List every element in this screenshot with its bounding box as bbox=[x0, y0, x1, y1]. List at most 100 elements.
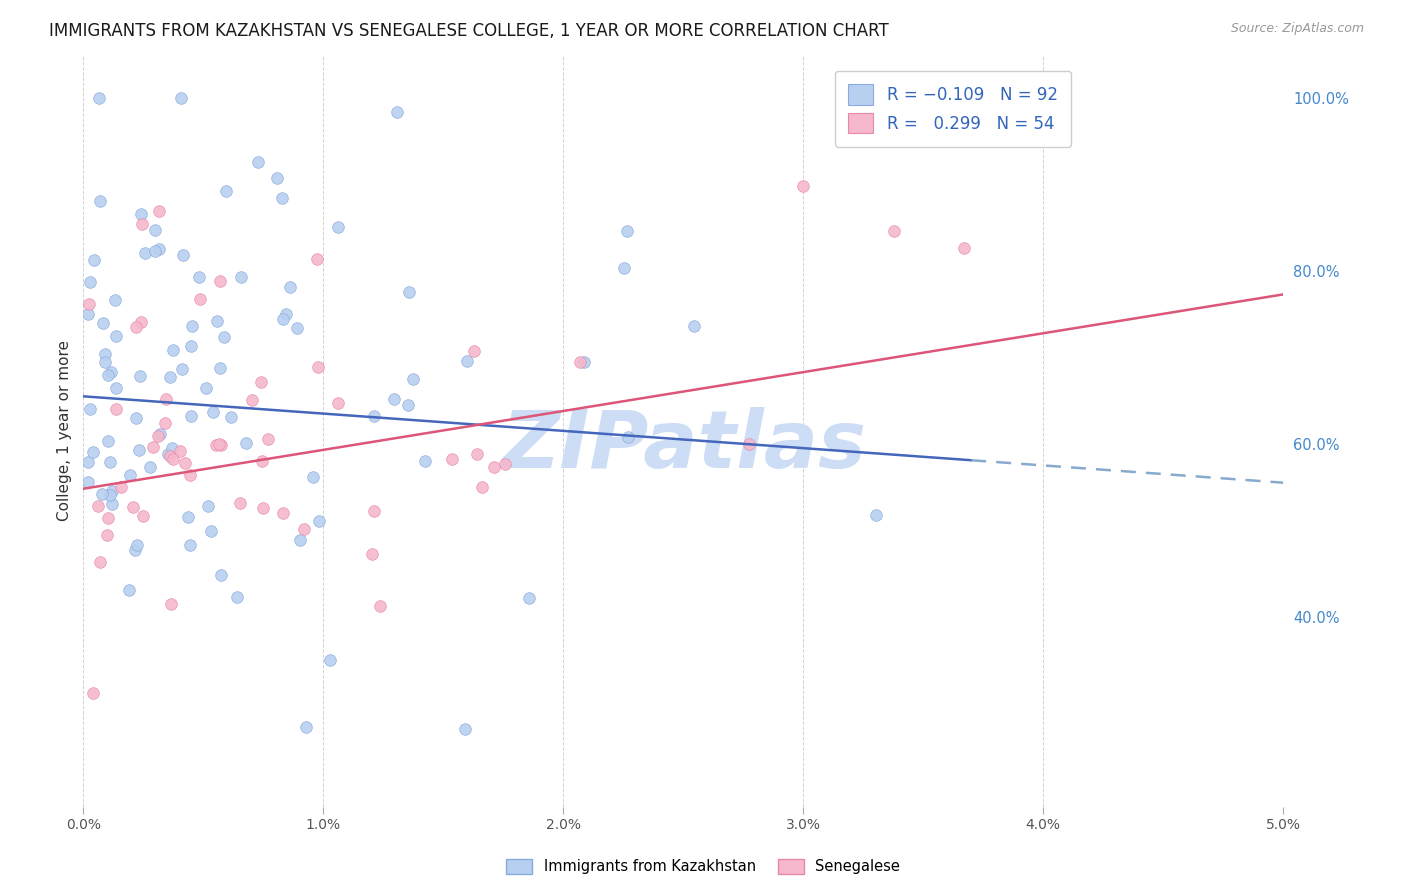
Point bbox=[181, 318, 204, 333]
Point bbox=[155, 392, 177, 406]
Point bbox=[517, 591, 540, 606]
Point bbox=[94, 347, 117, 361]
Point bbox=[572, 355, 595, 369]
Point bbox=[162, 343, 184, 358]
Point bbox=[97, 511, 120, 525]
Point bbox=[187, 269, 209, 284]
Point bbox=[326, 220, 349, 235]
Point bbox=[274, 308, 297, 322]
Point bbox=[235, 435, 257, 450]
Point bbox=[96, 528, 118, 542]
Point bbox=[179, 468, 201, 483]
Point bbox=[208, 436, 231, 450]
Point bbox=[82, 686, 104, 700]
Point bbox=[246, 155, 269, 169]
Point bbox=[194, 381, 217, 395]
Point bbox=[118, 582, 141, 597]
Point bbox=[385, 104, 408, 119]
Point bbox=[77, 307, 100, 321]
Point bbox=[129, 369, 152, 384]
Point bbox=[97, 434, 120, 448]
Point bbox=[174, 456, 197, 470]
Point bbox=[201, 405, 224, 419]
Point bbox=[157, 446, 180, 460]
Point bbox=[207, 314, 229, 328]
Point bbox=[456, 354, 478, 368]
Point bbox=[209, 438, 232, 452]
Point bbox=[209, 568, 232, 582]
Point bbox=[271, 191, 294, 205]
Point bbox=[482, 459, 505, 474]
Point bbox=[363, 409, 385, 423]
Point bbox=[219, 410, 242, 425]
Point bbox=[160, 597, 183, 611]
Point bbox=[82, 444, 104, 458]
Point bbox=[413, 454, 436, 468]
Point bbox=[97, 368, 120, 382]
Point bbox=[180, 409, 202, 423]
Point bbox=[363, 504, 385, 518]
Point bbox=[124, 543, 146, 558]
Point bbox=[229, 496, 252, 510]
Point bbox=[271, 312, 294, 326]
Point bbox=[122, 500, 145, 514]
Point bbox=[146, 429, 169, 443]
Point bbox=[104, 293, 127, 307]
Point bbox=[159, 450, 181, 464]
Point bbox=[89, 555, 111, 569]
Point bbox=[384, 392, 406, 407]
Point bbox=[368, 599, 391, 614]
Point bbox=[172, 248, 194, 262]
Point bbox=[953, 241, 976, 255]
Point bbox=[402, 372, 425, 386]
Point bbox=[139, 459, 162, 474]
Point bbox=[105, 401, 128, 416]
Point bbox=[471, 480, 494, 494]
Point bbox=[200, 524, 222, 539]
Point bbox=[169, 444, 191, 458]
Point bbox=[100, 488, 122, 502]
Point bbox=[616, 224, 638, 238]
Point bbox=[188, 292, 211, 306]
Point bbox=[396, 398, 419, 412]
Point bbox=[308, 514, 330, 528]
Point bbox=[148, 242, 170, 256]
Point bbox=[128, 443, 150, 458]
Point bbox=[155, 416, 177, 430]
Point bbox=[683, 319, 706, 334]
Point bbox=[148, 203, 170, 218]
Point bbox=[208, 274, 231, 288]
Point bbox=[792, 179, 814, 194]
Y-axis label: College, 1 year or more: College, 1 year or more bbox=[58, 341, 72, 521]
Point bbox=[326, 395, 349, 409]
Point bbox=[162, 452, 184, 467]
Point bbox=[301, 470, 323, 484]
Point bbox=[105, 381, 128, 395]
Point bbox=[215, 184, 238, 198]
Point bbox=[738, 437, 761, 451]
Point bbox=[89, 194, 111, 208]
Point bbox=[252, 501, 274, 516]
Point bbox=[124, 411, 146, 425]
Point bbox=[100, 365, 122, 379]
Point bbox=[242, 392, 264, 407]
Point bbox=[143, 222, 166, 236]
Point bbox=[160, 441, 183, 455]
Point bbox=[134, 246, 156, 260]
Point bbox=[129, 206, 152, 220]
Legend: R = −0.109   N = 92, R =   0.299   N = 54: R = −0.109 N = 92, R = 0.299 N = 54 bbox=[835, 71, 1071, 146]
Point bbox=[441, 452, 464, 467]
Text: IMMIGRANTS FROM KAZAKHSTAN VS SENEGALESE COLLEGE, 1 YEAR OR MORE CORRELATION CHA: IMMIGRANTS FROM KAZAKHSTAN VS SENEGALESE… bbox=[49, 22, 889, 40]
Point bbox=[100, 497, 122, 511]
Point bbox=[131, 217, 153, 231]
Point bbox=[212, 329, 235, 343]
Point bbox=[159, 369, 181, 384]
Point bbox=[170, 91, 193, 105]
Text: Source: ZipAtlas.com: Source: ZipAtlas.com bbox=[1230, 22, 1364, 36]
Point bbox=[131, 509, 153, 524]
Point bbox=[292, 522, 315, 536]
Point bbox=[77, 296, 100, 310]
Point bbox=[118, 467, 141, 482]
Point bbox=[568, 355, 591, 369]
Point bbox=[278, 279, 301, 293]
